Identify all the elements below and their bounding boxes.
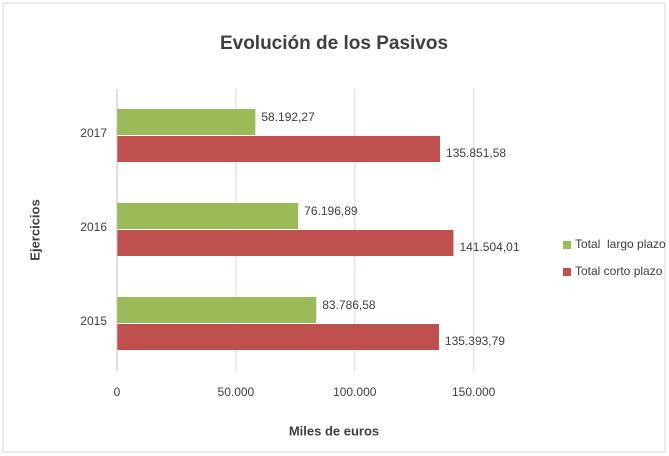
x-tick-label: 0: [114, 385, 121, 399]
value-label: 135.393,79: [445, 334, 505, 348]
legend-swatch: [563, 241, 571, 249]
value-label: 141.504,01: [459, 240, 519, 254]
value-label: 135.851,58: [446, 146, 506, 160]
x-axis-title: Miles de euros: [289, 423, 379, 438]
legend-label: Total corto plazo: [575, 264, 663, 278]
x-tick-label: 150.000: [452, 385, 496, 399]
value-label: 83.786,58: [322, 298, 376, 312]
bar: [117, 136, 441, 162]
legend-swatch: [563, 268, 571, 276]
value-label: 76.196,89: [304, 204, 358, 218]
x-tick-label: 50.000: [218, 385, 255, 399]
value-label: 58.192,27: [261, 110, 315, 124]
bar: [117, 297, 317, 323]
bar: [117, 203, 299, 229]
bar: [117, 230, 454, 256]
bar: [117, 324, 439, 350]
y-tick-label: 2017: [80, 126, 107, 140]
y-axis-title: Ejercicios: [27, 199, 42, 260]
x-tick-label: 100.000: [333, 385, 377, 399]
y-tick-label: 2016: [80, 220, 107, 234]
legend-label: Total largo plazo: [575, 237, 666, 251]
chart-title: Evolución de los Pasivos: [220, 33, 448, 54]
bar: [117, 109, 256, 135]
y-tick-label: 2015: [80, 314, 107, 328]
